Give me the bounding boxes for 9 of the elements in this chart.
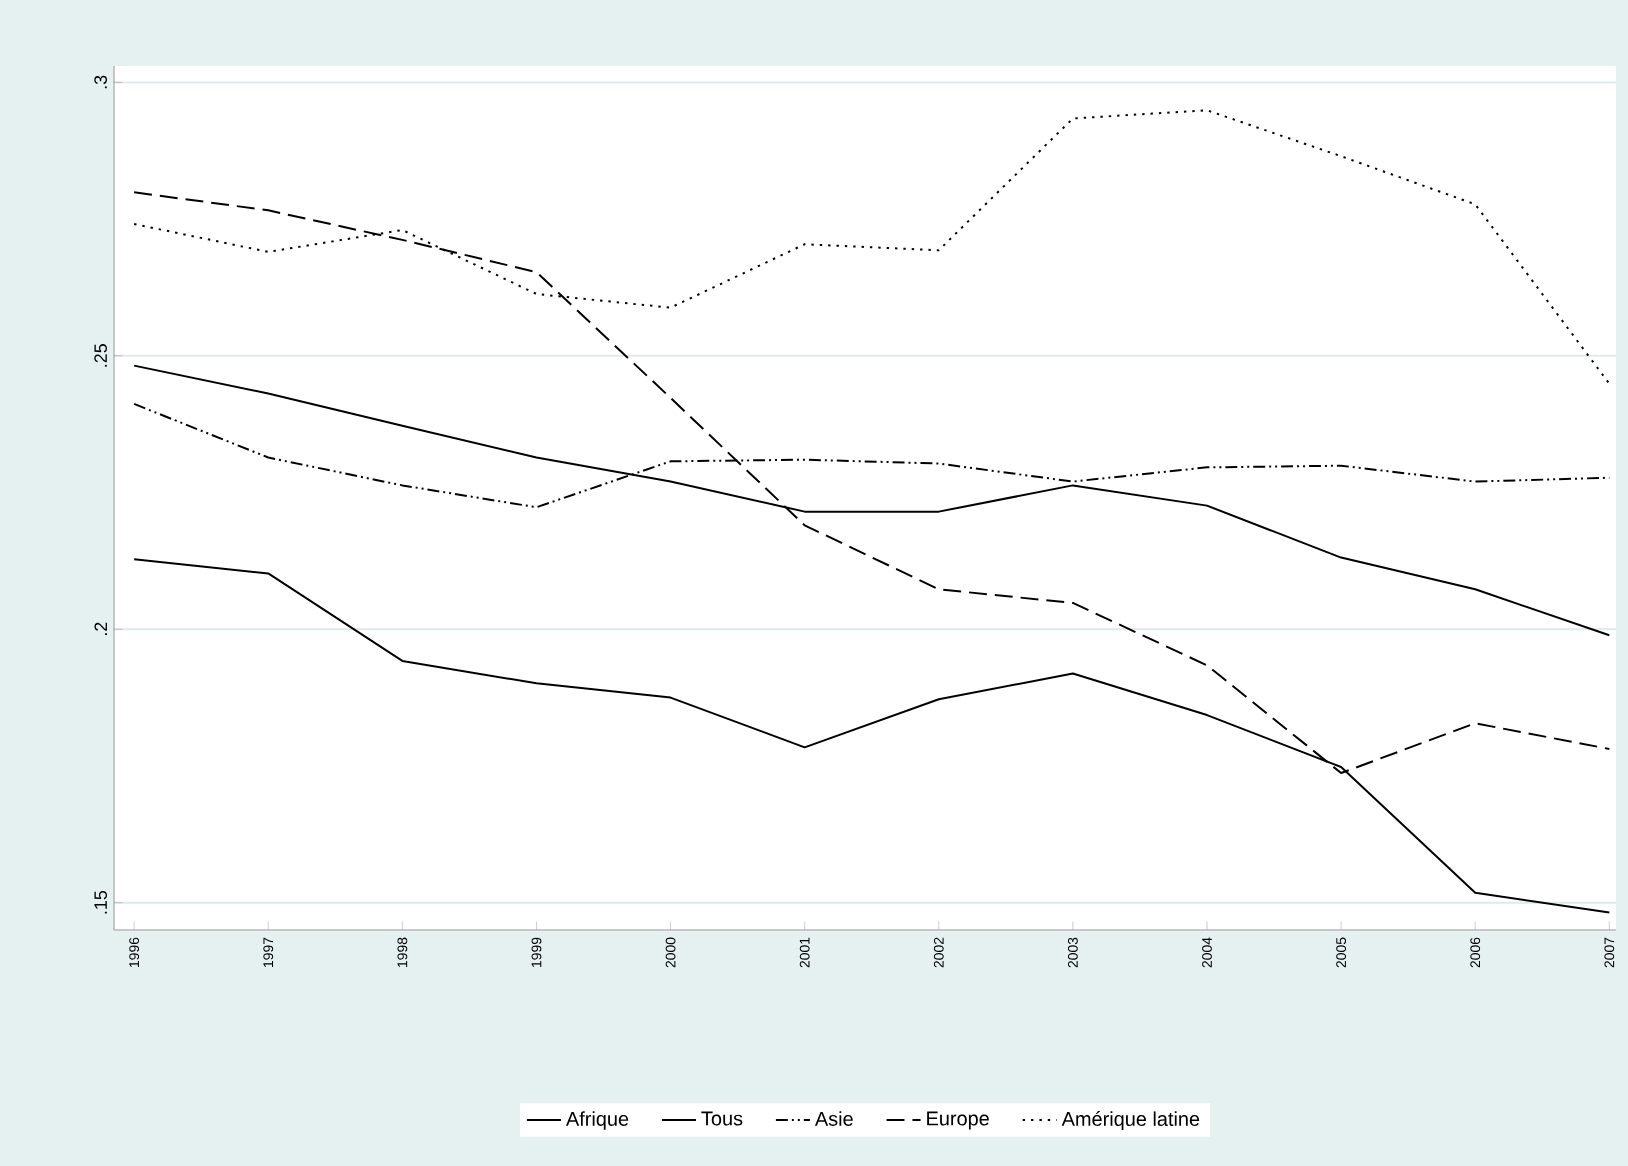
legend-label: Afrique <box>565 1111 629 1130</box>
legend-label: Tous <box>701 1111 743 1126</box>
y-tick-label: .3 <box>94 75 107 89</box>
legend-label: Europe <box>927 1111 989 1130</box>
y-tick-label: .15 <box>94 890 107 914</box>
y-tick-label: .2 <box>94 622 107 636</box>
legend-label: Asie <box>814 1111 853 1126</box>
y-tick-label: .25 <box>94 344 107 367</box>
legend-label: Amérique latine <box>1061 1111 1200 1130</box>
